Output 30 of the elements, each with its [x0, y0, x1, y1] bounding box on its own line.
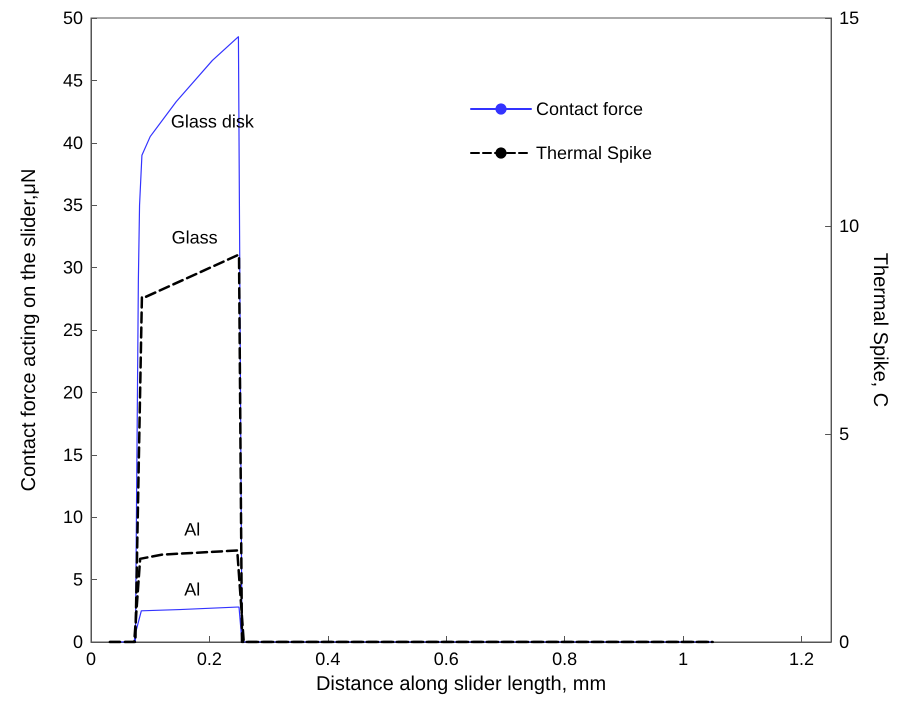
- x-tick-label: 1: [678, 649, 688, 669]
- annotation: Al: [184, 580, 200, 600]
- annotation: Al: [184, 520, 200, 540]
- y-tick-label: 50: [62, 8, 83, 28]
- x-tick-label: 1.2: [788, 649, 814, 669]
- y-tick-label: 10: [62, 507, 83, 528]
- legend-label: Contact force: [536, 99, 644, 119]
- x-tick-label: 0.8: [552, 649, 578, 669]
- y-tick-label: 35: [62, 195, 83, 216]
- y-tick-label: 15: [62, 444, 83, 465]
- y-tick-label: 5: [72, 570, 83, 590]
- x-axis-title: Distance along slider length, mm: [316, 673, 606, 695]
- x-tick-label: 0.4: [315, 649, 340, 669]
- y2-axis-title: Thermal Spike, C: [869, 252, 891, 408]
- x-tick-label: 0: [86, 649, 96, 669]
- legend-label: Thermal Spike: [536, 143, 652, 163]
- y-tick-label: 40: [62, 132, 83, 153]
- y2-tick-label: 15: [839, 8, 860, 28]
- y-axis-title: Contact force acting on the slider,μN: [18, 168, 40, 492]
- y2-tick-label: 5: [839, 424, 850, 444]
- y-tick-label: 30: [62, 258, 83, 278]
- y2-tick-label: 0: [839, 632, 850, 652]
- y-tick-label: 0: [72, 632, 83, 652]
- x-tick-label: 0.6: [434, 649, 459, 669]
- x-tick-label: 0.2: [196, 649, 222, 669]
- y-tick-label: 20: [62, 382, 83, 402]
- y2-tick-label: 10: [839, 216, 860, 236]
- annotation: Glass: [172, 228, 218, 248]
- y-tick-label: 25: [62, 320, 83, 340]
- y-tick-label: 45: [62, 70, 83, 90]
